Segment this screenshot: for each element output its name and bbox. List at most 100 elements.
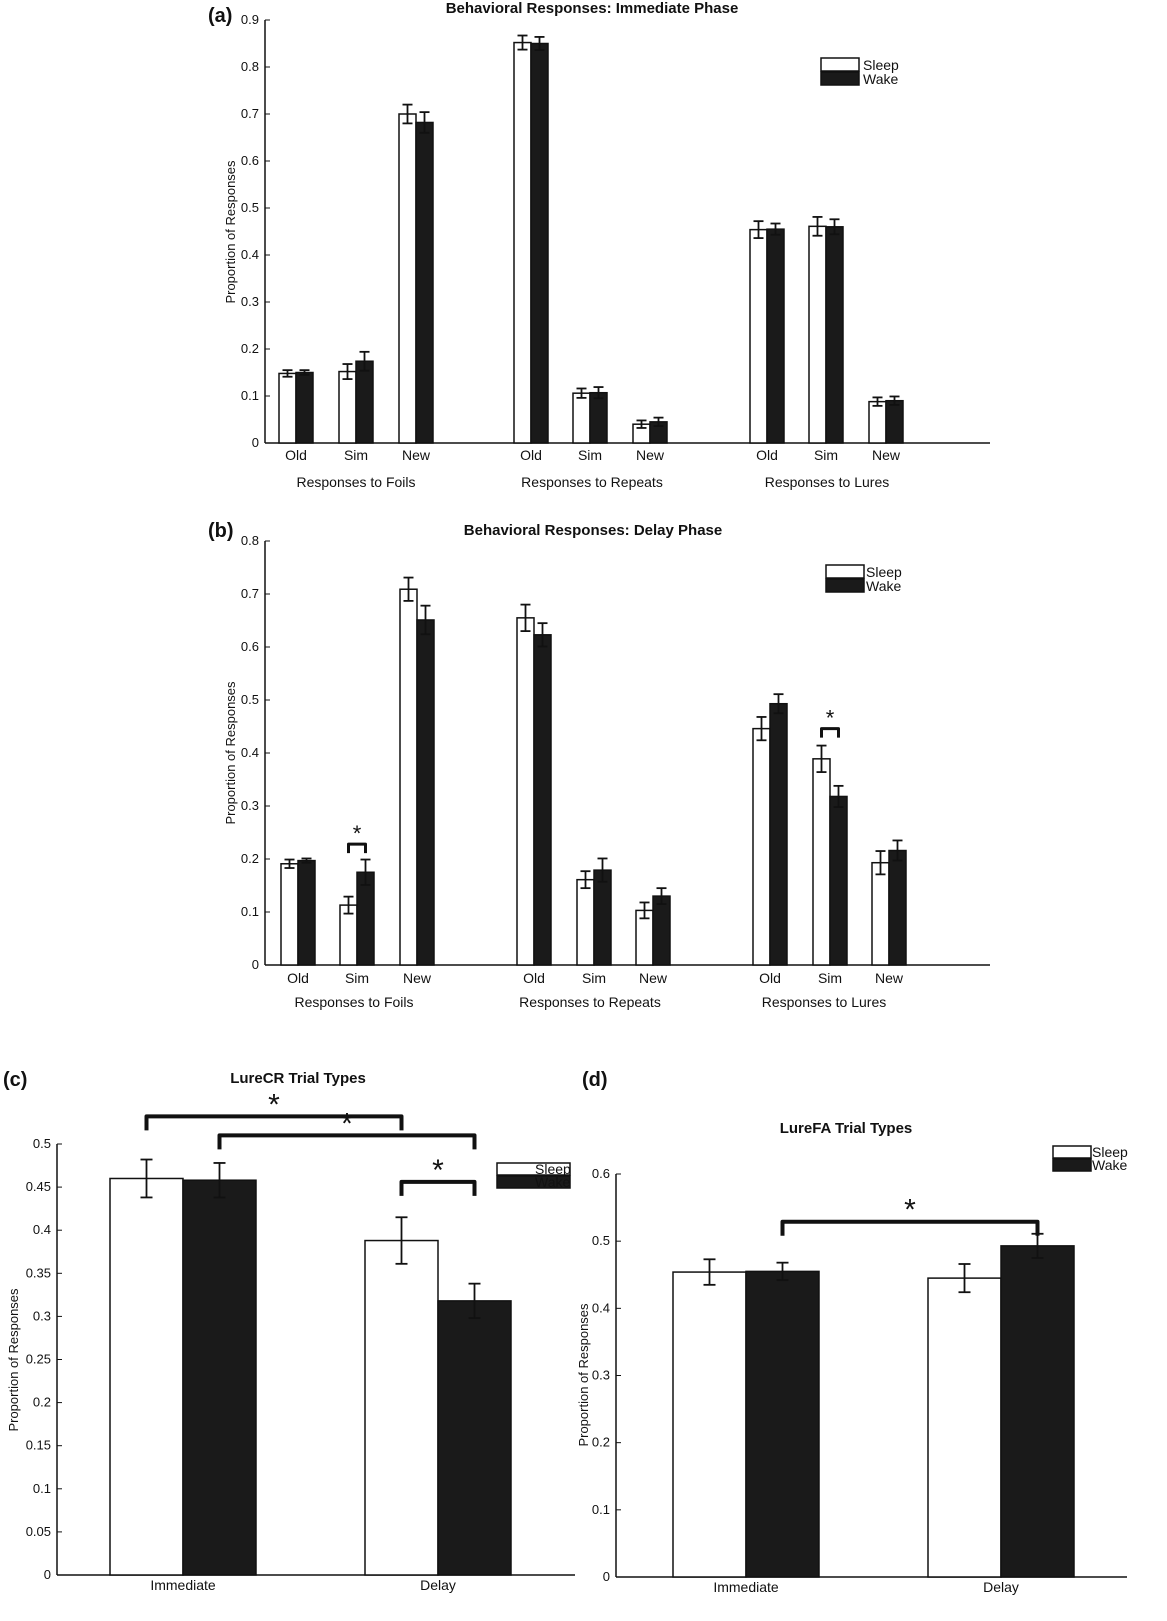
- bar-sleep: [927, 1277, 1002, 1578]
- y-tick-label: 0.7: [241, 586, 259, 601]
- error-bar: [140, 1158, 153, 1199]
- y-axis-label: Proportion of Responses: [223, 160, 238, 304]
- x-tick-label: Sim: [582, 970, 606, 986]
- y-tick-label: 0.2: [33, 1395, 51, 1410]
- bar-sleep: [513, 41, 532, 444]
- y-tick-label: 0.3: [241, 294, 259, 309]
- legend-swatch-wake: [825, 578, 865, 593]
- y-tick-label: 0: [603, 1569, 610, 1584]
- y-tick-label: 0.1: [592, 1502, 610, 1517]
- error-bar: [889, 395, 900, 406]
- significance-bracket: *: [217, 1107, 477, 1150]
- bar-sleep: [572, 392, 591, 444]
- y-tick-label: 0.5: [33, 1136, 51, 1151]
- error-bar: [756, 716, 767, 742]
- legend-swatch-sleep: [825, 564, 865, 579]
- error-bar: [593, 386, 604, 400]
- y-tick-label: 0.8: [241, 59, 259, 74]
- significance-asterisk: *: [268, 1088, 280, 1121]
- legend-swatch-sleep: [820, 57, 860, 72]
- bar-wake: [356, 871, 375, 966]
- legend-swatch-wake: [820, 71, 860, 86]
- error-bar: [343, 895, 354, 915]
- x-tick-label: New: [636, 447, 665, 463]
- significance-asterisk: *: [826, 706, 835, 731]
- error-bar: [958, 1263, 971, 1294]
- chart-title: LureFA Trial Types: [780, 1120, 913, 1137]
- y-tick-label: 0.6: [241, 639, 259, 654]
- bar-sleep: [752, 727, 771, 966]
- error-bar: [773, 693, 784, 715]
- bar-sleep: [808, 225, 827, 444]
- legend-label-sleep: Sleep: [1092, 1144, 1128, 1160]
- y-tick-label: 0.05: [26, 1524, 51, 1539]
- bar-wake: [533, 634, 552, 966]
- x-tick-label: Sim: [578, 447, 602, 463]
- error-bar: [213, 1162, 226, 1199]
- error-bar: [703, 1258, 716, 1286]
- bar-sleep: [399, 588, 418, 966]
- bar-sleep: [576, 878, 595, 966]
- x-tick-label: Old: [523, 970, 545, 986]
- y-tick-label: 0: [252, 957, 259, 972]
- error-bar: [419, 111, 430, 134]
- x-tick-label: Old: [285, 447, 307, 463]
- bar-wake: [1000, 1245, 1075, 1578]
- error-bar: [360, 858, 371, 886]
- y-tick-label: 0.3: [592, 1368, 610, 1383]
- bar-wake: [769, 702, 788, 966]
- bracket-line: [347, 842, 367, 854]
- bar-sleep: [109, 1177, 184, 1576]
- legend-label-sleep: Sleep: [863, 57, 899, 73]
- y-tick-label: 0.1: [33, 1481, 51, 1496]
- legend-label-wake: Wake: [1092, 1157, 1127, 1173]
- error-bar: [656, 887, 667, 905]
- bracket-line: [217, 1133, 477, 1150]
- error-bar: [359, 350, 370, 372]
- error-bar: [537, 622, 548, 648]
- chart-title: Behavioral Responses: Delay Phase: [464, 522, 722, 539]
- x-tick-label: Old: [756, 447, 778, 463]
- error-bar: [520, 603, 531, 632]
- significance-asterisk: *: [353, 821, 362, 846]
- x-tick-label: New: [402, 447, 431, 463]
- bar-sleep: [868, 400, 887, 444]
- bar-wake: [530, 42, 549, 444]
- bar-wake: [295, 371, 314, 444]
- y-tick-label: 0.5: [592, 1233, 610, 1248]
- bracket-line: [780, 1219, 1040, 1236]
- error-bar: [892, 839, 903, 862]
- y-tick-label: 0.6: [592, 1166, 610, 1181]
- chart-title: Behavioral Responses: Immediate Phase: [446, 0, 739, 17]
- error-bar: [753, 220, 764, 239]
- x-tick-label: New: [872, 447, 901, 463]
- significance-asterisk: *: [432, 1154, 444, 1187]
- x-tick-label: Delay: [420, 1577, 456, 1593]
- bar-wake: [355, 360, 374, 444]
- y-tick-label: 0.1: [241, 388, 259, 403]
- group-label: Responses to Repeats: [521, 474, 663, 490]
- bar-wake: [885, 399, 904, 444]
- significance-bracket: *: [144, 1088, 404, 1131]
- y-tick-label: 0.3: [241, 798, 259, 813]
- y-tick-label: 0: [44, 1567, 51, 1582]
- error-bar: [812, 216, 823, 237]
- bar-sleep: [871, 861, 890, 966]
- error-bar: [342, 363, 353, 380]
- error-bar: [776, 1261, 789, 1282]
- x-tick-label: Sim: [345, 970, 369, 986]
- legend-label-wake: Wake: [863, 71, 898, 87]
- y-tick-label: 0.5: [241, 200, 259, 215]
- y-tick-label: 0.4: [241, 247, 259, 262]
- error-bar: [420, 604, 431, 636]
- x-tick-label: Immediate: [713, 1579, 779, 1595]
- error-bar: [395, 1216, 408, 1265]
- y-tick-label: 0.25: [26, 1352, 51, 1367]
- bar-wake: [825, 226, 844, 444]
- bar-wake: [416, 619, 435, 966]
- significance-bracket: *: [347, 821, 367, 854]
- bar-wake: [297, 859, 316, 966]
